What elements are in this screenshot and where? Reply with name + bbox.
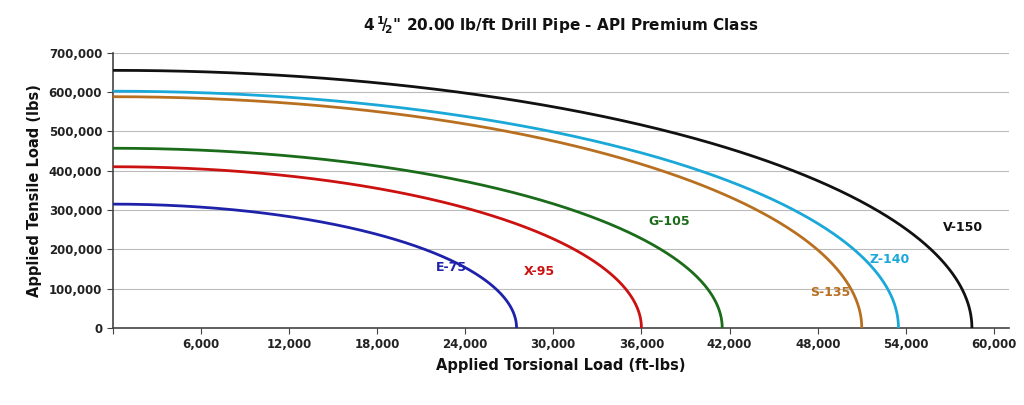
X-axis label: Applied Torsional Load (ft-lbs): Applied Torsional Load (ft-lbs) [436, 358, 685, 373]
Text: V-150: V-150 [942, 221, 983, 234]
Text: S-135: S-135 [810, 286, 851, 299]
Text: X-95: X-95 [524, 264, 555, 277]
Y-axis label: Applied Tensile Load (lbs): Applied Tensile Load (lbs) [27, 84, 42, 297]
Text: G-105: G-105 [649, 215, 690, 228]
Text: Z-140: Z-140 [869, 253, 909, 266]
Text: E-75: E-75 [436, 260, 467, 273]
Text: $\mathbf{4\,^1\!/\!_2}$" 20.00 lb/ft Drill Pipe - API Premium Class: $\mathbf{4\,^1\!/\!_2}$" 20.00 lb/ft Dri… [362, 15, 759, 36]
